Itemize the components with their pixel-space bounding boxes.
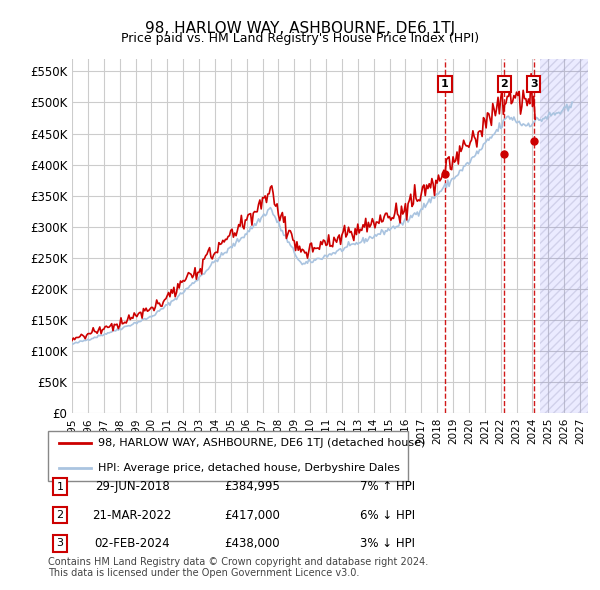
Text: Price paid vs. HM Land Registry's House Price Index (HPI): Price paid vs. HM Land Registry's House … bbox=[121, 32, 479, 45]
Text: 29-JUN-2018: 29-JUN-2018 bbox=[95, 480, 169, 493]
Text: £417,000: £417,000 bbox=[224, 509, 280, 522]
FancyBboxPatch shape bbox=[48, 431, 408, 481]
Text: Contains HM Land Registry data © Crown copyright and database right 2024.
This d: Contains HM Land Registry data © Crown c… bbox=[48, 556, 428, 578]
Text: £438,000: £438,000 bbox=[224, 537, 280, 550]
Text: 3: 3 bbox=[56, 539, 64, 548]
Text: 3: 3 bbox=[530, 79, 538, 89]
Text: 3% ↓ HPI: 3% ↓ HPI bbox=[360, 537, 415, 550]
Text: HPI: Average price, detached house, Derbyshire Dales: HPI: Average price, detached house, Derb… bbox=[98, 463, 400, 473]
Text: 2: 2 bbox=[56, 510, 64, 520]
Bar bbox=[541, 59, 588, 413]
Text: 6% ↓ HPI: 6% ↓ HPI bbox=[360, 509, 415, 522]
Text: 98, HARLOW WAY, ASHBOURNE, DE6 1TJ: 98, HARLOW WAY, ASHBOURNE, DE6 1TJ bbox=[145, 21, 455, 35]
Text: 1: 1 bbox=[56, 482, 64, 491]
Text: 21-MAR-2022: 21-MAR-2022 bbox=[92, 509, 172, 522]
Text: £384,995: £384,995 bbox=[224, 480, 280, 493]
Text: 02-FEB-2024: 02-FEB-2024 bbox=[94, 537, 170, 550]
Text: 7% ↑ HPI: 7% ↑ HPI bbox=[360, 480, 415, 493]
Text: 98, HARLOW WAY, ASHBOURNE, DE6 1TJ (detached house): 98, HARLOW WAY, ASHBOURNE, DE6 1TJ (deta… bbox=[98, 438, 426, 448]
Bar bbox=[541, 59, 588, 413]
Text: 1: 1 bbox=[441, 79, 449, 89]
Text: 2: 2 bbox=[500, 79, 508, 89]
